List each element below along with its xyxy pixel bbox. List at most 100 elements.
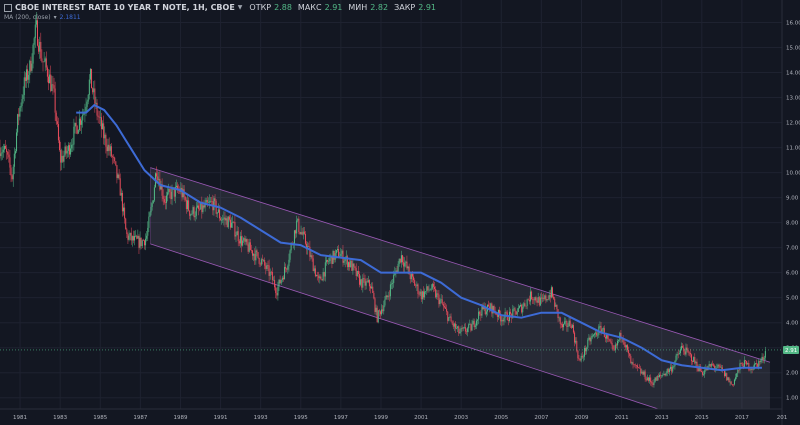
- candle-body: [100, 117, 102, 130]
- candle-body: [711, 363, 713, 365]
- candle-body: [537, 297, 539, 303]
- indicator-legend[interactable]: MA (200, close) ▾ 2.1811: [4, 14, 81, 21]
- candle-body: [224, 217, 226, 221]
- candle-body: [74, 122, 76, 127]
- candle-body: [612, 345, 614, 350]
- candle-body: [663, 373, 665, 376]
- candle-body: [72, 144, 74, 146]
- candle-body: [360, 279, 362, 285]
- candle-body: [343, 261, 345, 263]
- candle-body: [268, 265, 270, 276]
- candle-body: [415, 285, 417, 287]
- candle-body: [43, 61, 45, 63]
- candle-body: [751, 368, 753, 370]
- candle-body: [245, 239, 247, 242]
- candle-body: [748, 363, 750, 370]
- candle-body: [148, 216, 150, 228]
- channel-upper-line[interactable]: [150, 167, 771, 363]
- candle-body: [448, 317, 450, 321]
- indicator-value: 2.1811: [59, 14, 81, 21]
- candle-body: [634, 364, 636, 366]
- candle-body: [550, 287, 552, 298]
- x-tick-label: 2013: [655, 415, 669, 421]
- candle-body: [646, 377, 648, 381]
- candle-body: [720, 367, 722, 369]
- candle-body: [645, 379, 647, 381]
- candle-body: [566, 320, 568, 327]
- candle-body: [451, 321, 453, 324]
- candle-body: [179, 190, 181, 193]
- last-price-label: 2.91: [785, 348, 797, 354]
- candle-body: [225, 218, 227, 221]
- candle-body: [376, 307, 378, 323]
- candle-body: [306, 243, 308, 250]
- candle-body: [160, 184, 162, 190]
- close-label: ЗАКР: [394, 3, 416, 12]
- candle-body: [505, 312, 507, 313]
- candle-body: [578, 358, 580, 360]
- candle-body: [308, 246, 310, 247]
- candle-body: [677, 353, 679, 355]
- candle-body: [414, 280, 416, 286]
- chevron-down-icon[interactable]: ▼: [237, 4, 243, 11]
- candle-body: [10, 167, 12, 176]
- candle-body: [743, 360, 745, 367]
- candle-body: [559, 317, 561, 325]
- high-value: 2.91: [324, 3, 343, 12]
- candle-body: [678, 353, 680, 355]
- candle-body: [39, 41, 41, 52]
- candle-body: [323, 272, 325, 277]
- candle-body: [464, 327, 466, 332]
- candle-body: [730, 381, 732, 385]
- candle-body: [161, 184, 163, 196]
- candle-body: [460, 328, 462, 333]
- candle-body: [393, 275, 395, 283]
- candle-body: [434, 286, 436, 290]
- candle-body: [747, 363, 749, 365]
- candle-body: [51, 84, 53, 92]
- candle-body: [392, 282, 394, 284]
- candle-body: [138, 235, 140, 248]
- ma-line[interactable]: [76, 104, 762, 372]
- candle-body: [321, 279, 323, 281]
- collapse-icon[interactable]: [4, 3, 12, 12]
- time-scale[interactable]: 1981 1983 1985 1987 1989 1991 1993 1995 1997 1999…: [13, 415, 787, 421]
- candle-body: [553, 296, 555, 299]
- candle-body: [628, 349, 630, 354]
- candle-body: [241, 236, 243, 246]
- candle-body: [89, 68, 91, 80]
- candle-body: [193, 207, 195, 218]
- candle-body: [282, 277, 284, 280]
- candle-body: [719, 365, 721, 368]
- channel-lower-line[interactable]: [150, 243, 770, 425]
- candle-body: [285, 267, 287, 269]
- candle-body: [70, 148, 72, 155]
- candle-body: [242, 240, 244, 246]
- indicator-label[interactable]: MA (200, close): [4, 14, 51, 21]
- candle-body: [198, 205, 200, 209]
- candle-body: [162, 195, 164, 200]
- candle-body: [638, 367, 640, 368]
- candle-body: [409, 274, 411, 280]
- y-tick-label: 10.00: [786, 171, 800, 177]
- candle-body: [99, 117, 101, 118]
- candle-body: [614, 344, 616, 350]
- candle-body: [656, 376, 658, 381]
- candle-body: [417, 284, 419, 294]
- candle-body: [200, 202, 202, 210]
- price-scale[interactable]: 16.00 15.00 14.00 13.00 12.00 11.00 10.00 9.00 8…: [786, 21, 800, 402]
- low-value: 2.82: [370, 3, 389, 12]
- candle-body: [478, 311, 480, 320]
- symbol-title[interactable]: CBOE INTEREST RATE 10 YEAR T NOTE, 1H, C…: [15, 3, 235, 12]
- candle-body: [684, 351, 686, 355]
- candle-body: [31, 63, 33, 71]
- candle-body: [489, 306, 491, 310]
- chevron-down-icon[interactable]: ▾: [53, 14, 57, 21]
- candle-body: [589, 337, 591, 342]
- candle-body: [425, 291, 427, 292]
- candle-body: [98, 116, 100, 118]
- candle-body: [742, 365, 744, 367]
- candle-body: [149, 212, 151, 217]
- candle-body: [555, 304, 557, 307]
